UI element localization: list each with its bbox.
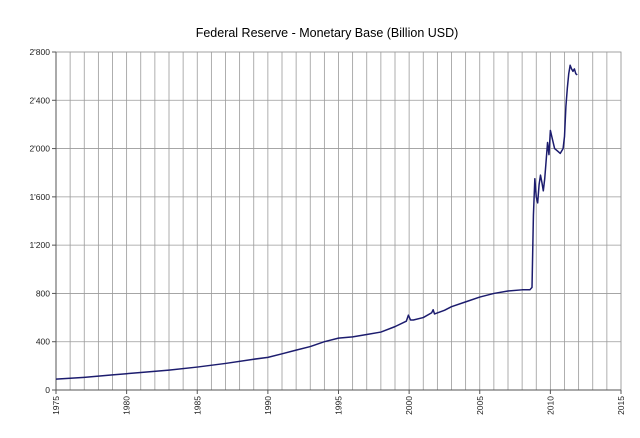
y-tick-label: 2'000 [29, 144, 50, 154]
gridlines [56, 52, 621, 390]
y-tick-label: 1'200 [29, 240, 50, 250]
y-tick-label: 2'400 [29, 95, 50, 105]
x-tick-label: 1995 [334, 396, 344, 415]
series-line-monetary-base [55, 64, 578, 380]
y-tick-label: 2'800 [29, 47, 50, 57]
chart-title: Federal Reserve - Monetary Base (Billion… [196, 26, 459, 40]
y-tick-label: 0 [45, 385, 50, 395]
x-tick-label: 1990 [263, 396, 273, 415]
y-tick-label: 1'600 [29, 192, 50, 202]
x-tick-label: 1985 [192, 396, 202, 415]
y-tick-label: 800 [36, 288, 50, 298]
x-tick-label: 1975 [51, 396, 61, 415]
x-tick-label: 2015 [616, 396, 626, 415]
x-tick-label: 2000 [404, 396, 414, 415]
x-axis-ticks: 1975 1980 1985 1990 1995 2000 2005 2010 2015 [51, 390, 626, 415]
y-tick-label: 400 [36, 337, 50, 347]
x-tick-label: 1980 [122, 396, 132, 415]
y-axis-ticks: 0 400 800 1'200 1'600 2'000 2'400 2'800 [29, 47, 56, 395]
x-tick-label: 2010 [545, 396, 555, 415]
x-tick-label: 2005 [475, 396, 485, 415]
